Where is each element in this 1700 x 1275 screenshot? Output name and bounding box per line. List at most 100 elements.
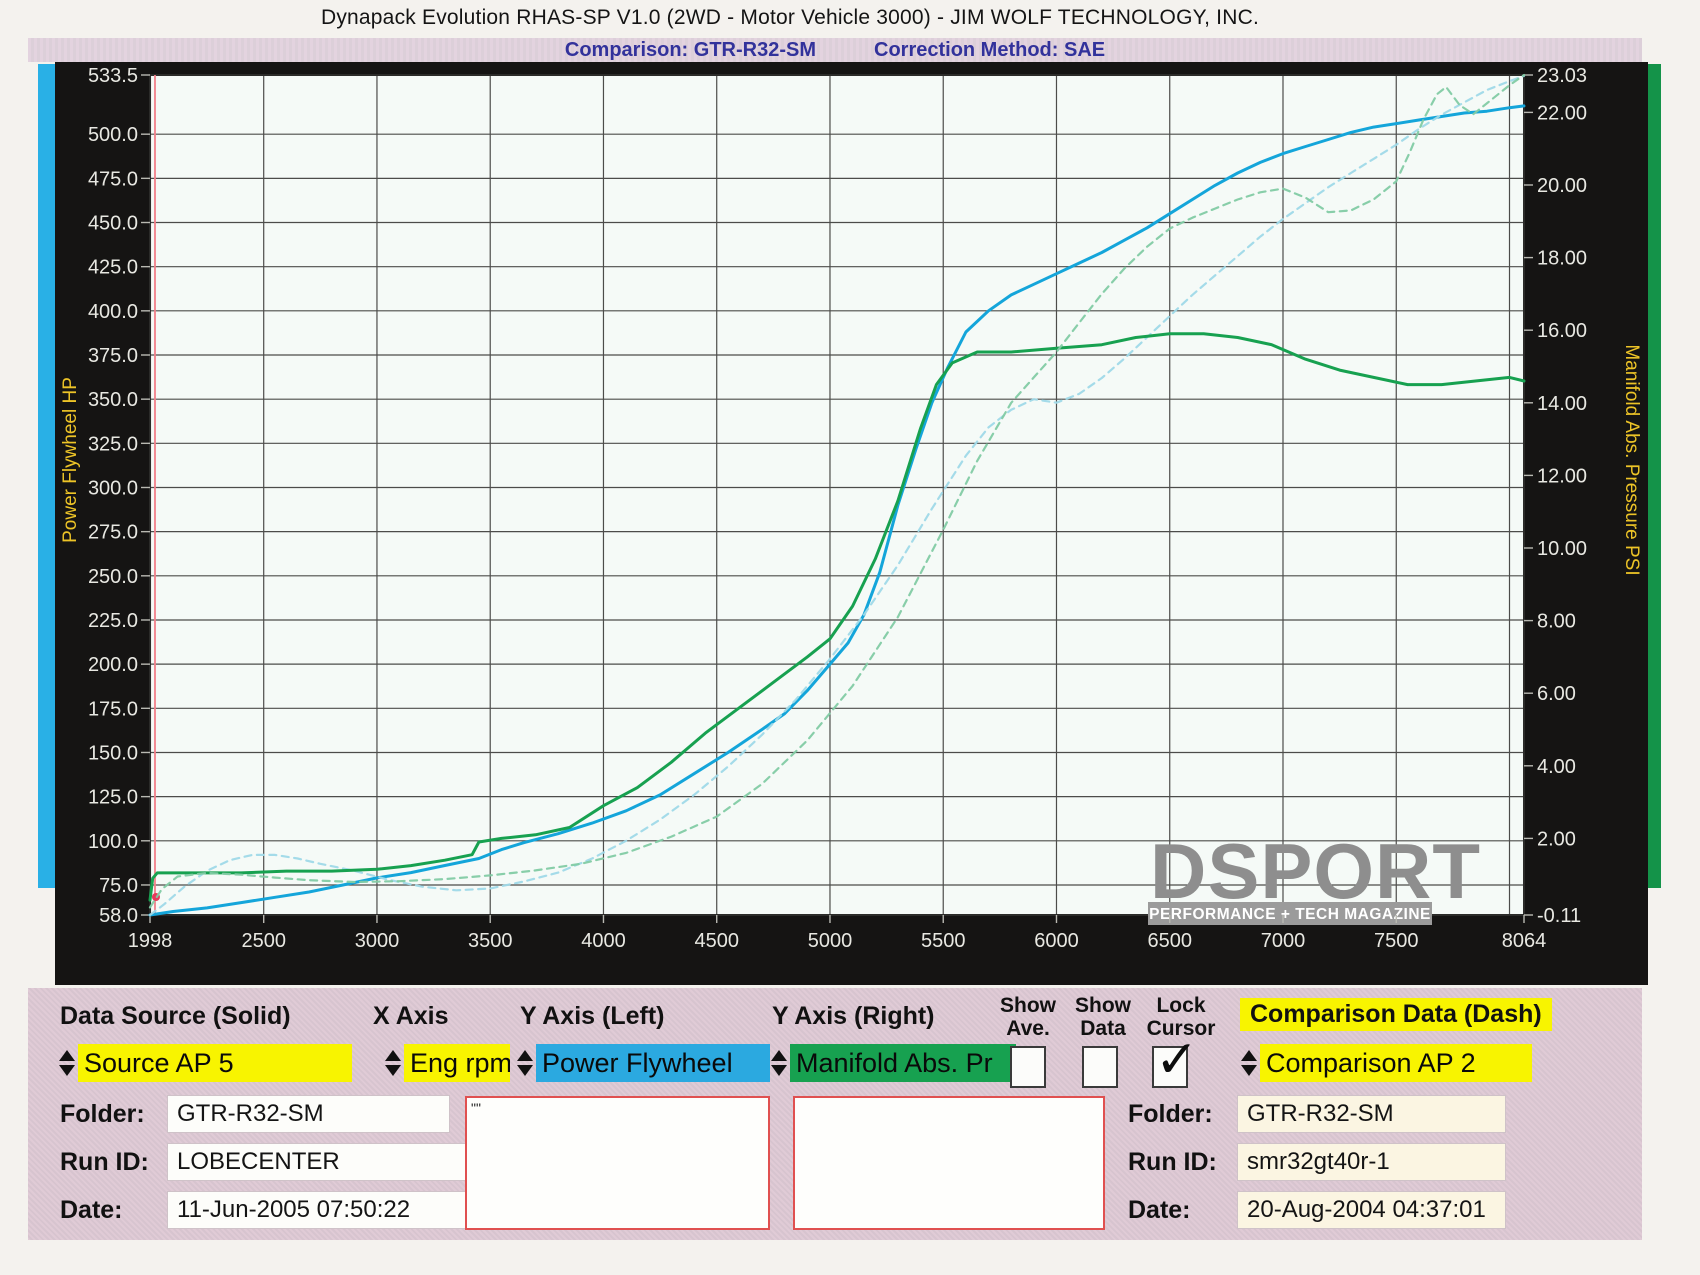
svg-text:1998: 1998 [128,930,173,952]
svg-text:DSPORT: DSPORT [1150,827,1481,915]
correction-method-label: Correction Method: SAE [874,39,1106,61]
svg-text:150.0: 150.0 [88,742,138,764]
svg-text:325.0: 325.0 [88,433,138,455]
x-axis-heading: X Axis [373,1002,449,1030]
svg-text:16.00: 16.00 [1537,320,1587,342]
svg-text:533.5: 533.5 [88,65,138,87]
svg-text:225.0: 225.0 [88,610,138,632]
show-ave-heading: Show Ave. [1000,994,1056,1040]
comparison-run-id-label: Run ID: [1128,1148,1217,1176]
svg-text:475.0: 475.0 [88,168,138,190]
svg-text:350.0: 350.0 [88,389,138,411]
y-axis-left-select[interactable]: Power Flywheel [536,1044,770,1082]
svg-text:10.00: 10.00 [1537,538,1587,560]
svg-text:450.0: 450.0 [88,213,138,235]
svg-text:12.00: 12.00 [1537,465,1587,487]
svg-text:7500: 7500 [1374,930,1419,952]
series-boost-current [148,332,1526,902]
svg-text:5500: 5500 [921,930,966,952]
svg-text:2.00: 2.00 [1537,828,1576,850]
comparison-folder-label: Folder: [1128,1100,1213,1128]
comparison-run-id-field[interactable]: smr32gt40r-1 [1238,1144,1505,1180]
svg-text:3000: 3000 [355,930,400,952]
svg-text:-0.11: -0.11 [1537,905,1581,927]
svg-text:425.0: 425.0 [88,257,138,279]
lock-cursor-checkbox[interactable]: ✓ [1152,1034,1199,1088]
svg-text:2500: 2500 [241,930,286,952]
comparison-spinner[interactable] [1240,1044,1257,1082]
svg-text:3500: 3500 [468,930,513,952]
svg-text:8064: 8064 [1502,930,1547,952]
comparison-date-field[interactable]: 20-Aug-2004 04:37:01 [1238,1192,1505,1228]
folder-field[interactable]: GTR-R32-SM [168,1096,449,1132]
comparison-date-label: Date: [1128,1196,1191,1224]
svg-text:8.00: 8.00 [1537,611,1576,633]
data-source-select[interactable]: Source AP 5 [78,1044,352,1082]
y-axis-left-spinner[interactable] [516,1044,533,1082]
svg-text:300.0: 300.0 [88,477,138,499]
svg-text:175.0: 175.0 [88,698,138,720]
svg-text:6500: 6500 [1147,930,1192,952]
data-source-spinner[interactable] [58,1044,75,1082]
svg-text:5000: 5000 [808,930,853,952]
check-icon: ✓ [1155,1031,1199,1089]
svg-text:200.0: 200.0 [88,654,138,676]
y-axis-right-heading: Y Axis (Right) [772,1002,935,1030]
svg-text:18.00: 18.00 [1537,248,1587,270]
svg-text:23.03: 23.03 [1537,65,1587,87]
run-id-label: Run ID: [60,1148,149,1176]
subtitle-band: Comparison: GTR-R32-SM Correction Method:… [28,38,1642,62]
show-ave-checkbox[interactable] [1010,1046,1046,1088]
svg-text:500.0: 500.0 [88,124,138,146]
svg-text:4.00: 4.00 [1537,756,1576,778]
axis-ticks [141,74,1533,923]
show-data-heading: Show Data [1075,994,1131,1040]
y-axis-right-select[interactable]: Manifold Abs. Pr [790,1044,1016,1082]
svg-text:125.0: 125.0 [88,787,138,809]
data-source-heading: Data Source (Solid) [60,1002,291,1030]
folder-label: Folder: [60,1100,145,1128]
svg-text:4000: 4000 [581,930,626,952]
svg-text:275.0: 275.0 [88,522,138,544]
lock-cursor-heading: Lock Cursor [1146,994,1216,1040]
plot-area [150,75,1524,915]
svg-text:4500: 4500 [694,930,739,952]
svg-text:100.0: 100.0 [88,831,138,853]
comparison-label: Comparison: GTR-R32-SM [564,39,816,61]
show-data-checkbox[interactable] [1082,1046,1118,1088]
control-panel: Data Source (Solid) X Axis Y Axis (Left)… [28,988,1642,1240]
comparison-folder-field[interactable]: GTR-R32-SM [1238,1096,1505,1132]
svg-text:375.0: 375.0 [88,345,138,367]
y-axis-left-heading: Y Axis (Left) [520,1002,665,1030]
svg-text:6000: 6000 [1034,930,1079,952]
left-accent-strip [38,64,57,888]
notes-box-left[interactable]: "" [465,1096,770,1230]
comparison-select[interactable]: Comparison AP 2 [1260,1044,1532,1082]
y-right-axis-title: Manifold Abs. Pressure PSI [1621,344,1642,575]
run-id-field[interactable]: LOBECENTER [168,1144,489,1180]
svg-text:7000: 7000 [1261,930,1306,952]
y-axis-right-spinner[interactable] [770,1044,787,1082]
svg-text:75.0: 75.0 [99,875,138,897]
x-axis-select[interactable]: Eng rpm [404,1044,510,1082]
svg-text:250.0: 250.0 [88,566,138,588]
svg-text:14.00: 14.00 [1537,393,1587,415]
series-power-current [148,104,1526,917]
svg-text:PERFORMANCE + TECH MAGAZINE: PERFORMANCE + TECH MAGAZINE [1149,906,1431,923]
svg-text:400.0: 400.0 [88,301,138,323]
svg-text:22.00: 22.00 [1537,102,1587,124]
axis-tick-labels: 533.5 500.0 475.0 450.0 425.0 400.0 375.0 350.0… [88,65,1587,952]
svg-text:58.0: 58.0 [99,905,138,927]
svg-text:6.00: 6.00 [1537,683,1576,705]
right-accent-strip [1648,64,1661,888]
series-power-comparison [148,74,1526,917]
gridlines [149,74,1525,916]
date-field[interactable]: 11-Jun-2005 07:50:22 [168,1192,489,1228]
notes-box-right[interactable] [793,1096,1105,1230]
x-axis-spinner[interactable] [384,1044,401,1082]
svg-text:20.00: 20.00 [1537,175,1587,197]
date-label: Date: [60,1196,123,1224]
